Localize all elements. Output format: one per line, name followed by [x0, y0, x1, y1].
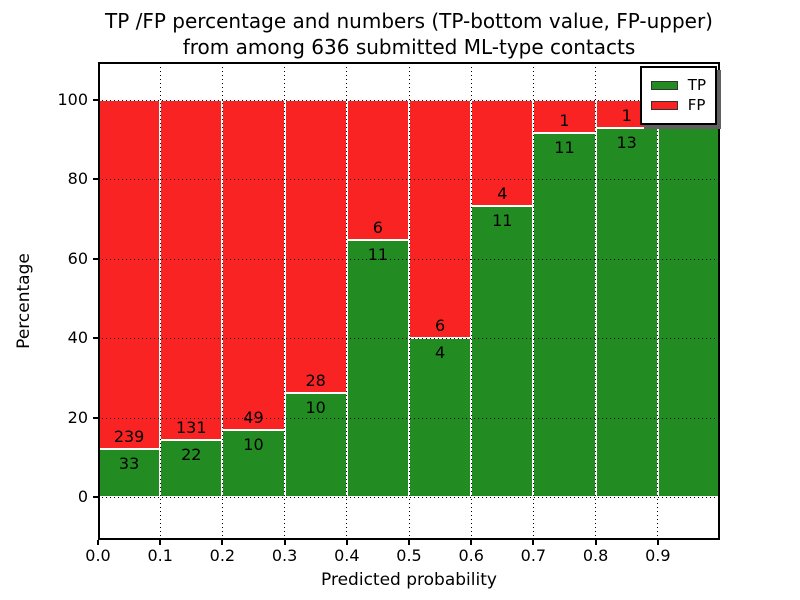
y-tick — [93, 178, 98, 181]
x-tick-label: 0.3 — [271, 546, 298, 565]
y-tick-label: 60 — [67, 248, 88, 268]
gridline-vertical — [408, 62, 410, 540]
bar-label-tp: 22 — [181, 444, 202, 464]
x-tick — [283, 540, 286, 545]
bar-segment-fp — [409, 100, 472, 339]
x-tick — [221, 540, 224, 545]
bar-label-fp: 4 — [497, 183, 508, 203]
gridline-vertical — [284, 62, 286, 540]
x-tick-label: 0.7 — [520, 546, 547, 565]
x-tick-label: 0.2 — [209, 546, 236, 565]
x-tick — [97, 540, 99, 545]
bar-label-tp: 33 — [118, 453, 140, 473]
bar-segment-fp — [284, 100, 347, 393]
bar-segment-tp — [222, 429, 285, 497]
legend-swatch-tp-icon — [650, 81, 678, 90]
x-tick — [594, 540, 597, 545]
bar-segment-tp — [657, 108, 720, 497]
x-tick — [345, 540, 348, 545]
chart-title-line2: from among 636 submitted ML-type contact… — [182, 35, 636, 59]
y-tick — [93, 257, 98, 260]
x-tick-label: 0.5 — [396, 546, 422, 565]
legend-label-tp: TP — [687, 76, 706, 94]
bar-label-tp: 4 — [435, 343, 446, 363]
gridline-vertical — [470, 62, 472, 540]
bar-label-tp: 10 — [305, 397, 326, 417]
bar-label-fp: 6 — [372, 218, 383, 238]
gridline-vertical — [532, 62, 534, 540]
x-tick — [470, 540, 473, 545]
x-tick-label: 0.9 — [645, 546, 671, 565]
bar-segment-tp — [346, 240, 409, 497]
bar-segment-fp — [471, 100, 534, 206]
x-tick-label: 0.0 — [85, 546, 111, 565]
y-tick — [93, 496, 98, 498]
y-tick-label: 0 — [77, 487, 88, 506]
gridline-vertical — [657, 62, 659, 540]
x-tick-label: 0.8 — [582, 546, 609, 565]
x-axis-label: Predicted probability — [321, 570, 497, 590]
legend-row-fp: FP — [650, 96, 706, 114]
bar-label-fp: 6 — [435, 316, 446, 336]
legend-row-tp: TP — [650, 76, 706, 94]
gridline-vertical — [346, 62, 348, 540]
y-tick — [93, 337, 98, 340]
y-tick — [93, 416, 98, 419]
y-tick-label: 20 — [67, 407, 88, 427]
y-tick-label: 40 — [67, 328, 88, 348]
x-tick-label: 0.6 — [458, 546, 484, 565]
x-tick — [159, 540, 162, 545]
bar-segment-tp — [98, 448, 161, 497]
y-tick-label: 100 — [57, 90, 88, 109]
legend-swatch-fp-icon — [650, 101, 678, 110]
bar-segment-tp — [595, 128, 658, 497]
bar-segment-tp — [533, 133, 596, 497]
bar-segment-tp — [160, 439, 223, 497]
bar-segment-tp — [409, 338, 472, 497]
gridline-vertical — [159, 62, 161, 540]
bar-label-fp: 1 — [559, 111, 570, 131]
plot-area: 23933131224910281061164411111113145 TP F… — [98, 62, 720, 540]
bar-segment-tp — [471, 205, 534, 497]
chart-title: TP /FP percentage and numbers (TP-bottom… — [98, 8, 720, 60]
bar-label-fp: 49 — [243, 407, 264, 427]
legend: TP FP — [639, 66, 717, 125]
bar-label-tp: 10 — [243, 434, 264, 454]
x-tick-label: 0.4 — [334, 546, 360, 565]
y-axis-label: Percentage — [14, 253, 34, 349]
bar-label-fp: 131 — [176, 417, 207, 437]
y-tick — [93, 99, 98, 101]
bar-segment-fp — [98, 100, 161, 449]
bar-segment-fp — [346, 100, 409, 241]
gridline-vertical — [221, 62, 223, 540]
x-tick-label: 0.1 — [147, 546, 173, 565]
chart-title-line1: TP /FP percentage and numbers (TP-bottom… — [105, 9, 713, 33]
gridline-vertical — [595, 62, 597, 540]
bar-label-tp: 11 — [367, 245, 389, 265]
bar-segment-tp — [284, 392, 347, 497]
bar-segment-fp — [222, 100, 285, 430]
bar-segment-fp — [160, 100, 223, 440]
x-tick — [532, 540, 535, 545]
x-tick — [408, 540, 410, 545]
x-tick — [656, 540, 659, 545]
y-tick-label: 80 — [67, 169, 88, 189]
bar-label-tp: 13 — [616, 133, 637, 153]
bar-label-fp: 1 — [621, 106, 632, 126]
bar-label-fp: 28 — [305, 370, 326, 390]
bar-label-fp: 239 — [113, 426, 145, 446]
bar-label-tp: 11 — [492, 210, 513, 230]
legend-label-fp: FP — [687, 96, 706, 114]
bar-label-tp: 11 — [554, 138, 575, 158]
